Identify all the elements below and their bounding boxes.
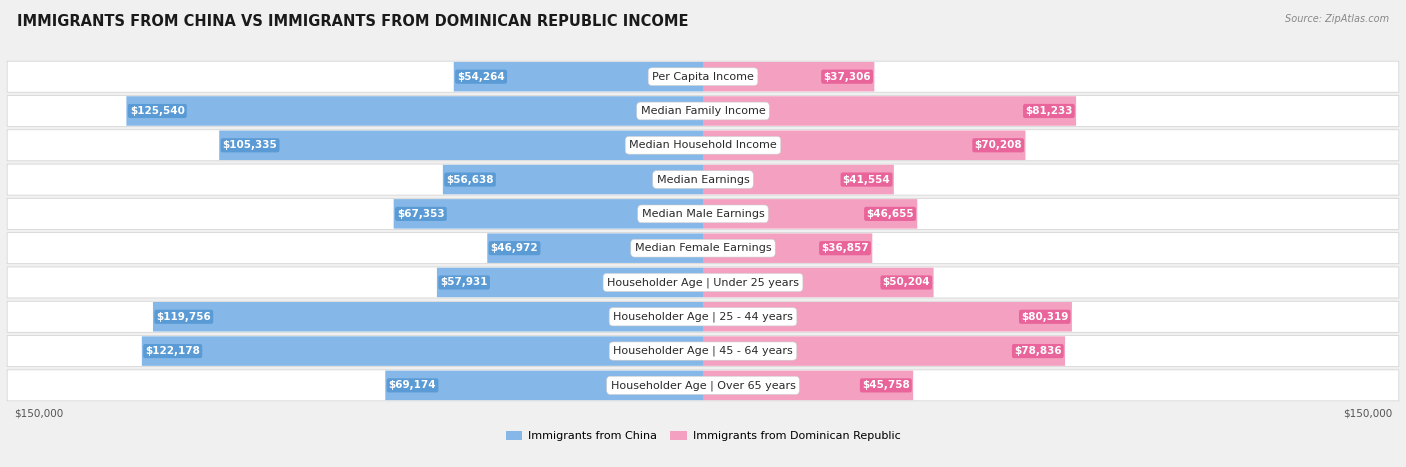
Text: Per Capita Income: Per Capita Income [652,71,754,82]
FancyBboxPatch shape [127,96,703,126]
FancyBboxPatch shape [443,165,703,194]
Text: Householder Age | 45 - 64 years: Householder Age | 45 - 64 years [613,346,793,356]
FancyBboxPatch shape [7,301,1399,332]
FancyBboxPatch shape [7,370,1399,401]
FancyBboxPatch shape [703,199,917,229]
Text: $45,758: $45,758 [862,380,910,390]
Text: $46,972: $46,972 [491,243,538,253]
FancyBboxPatch shape [437,268,703,297]
Text: $105,335: $105,335 [222,140,277,150]
Text: Householder Age | 25 - 44 years: Householder Age | 25 - 44 years [613,311,793,322]
FancyBboxPatch shape [703,268,934,297]
Legend: Immigrants from China, Immigrants from Dominican Republic: Immigrants from China, Immigrants from D… [502,426,904,446]
Text: $36,857: $36,857 [821,243,869,253]
Text: Median Female Earnings: Median Female Earnings [634,243,772,253]
FancyBboxPatch shape [7,164,1399,195]
Text: $119,756: $119,756 [156,312,211,322]
Text: Householder Age | Under 25 years: Householder Age | Under 25 years [607,277,799,288]
FancyBboxPatch shape [488,234,703,263]
FancyBboxPatch shape [703,96,1076,126]
Text: $78,836: $78,836 [1014,346,1062,356]
Text: IMMIGRANTS FROM CHINA VS IMMIGRANTS FROM DOMINICAN REPUBLIC INCOME: IMMIGRANTS FROM CHINA VS IMMIGRANTS FROM… [17,14,689,29]
Text: Median Earnings: Median Earnings [657,175,749,184]
FancyBboxPatch shape [394,199,703,229]
FancyBboxPatch shape [703,302,1071,332]
Text: $67,353: $67,353 [396,209,444,219]
FancyBboxPatch shape [7,95,1399,127]
FancyBboxPatch shape [7,61,1399,92]
Text: $81,233: $81,233 [1025,106,1073,116]
FancyBboxPatch shape [703,371,912,400]
Text: Source: ZipAtlas.com: Source: ZipAtlas.com [1285,14,1389,24]
Text: Median Family Income: Median Family Income [641,106,765,116]
Text: $41,554: $41,554 [842,175,890,184]
Text: $56,638: $56,638 [446,175,494,184]
FancyBboxPatch shape [385,371,703,400]
Text: $57,931: $57,931 [440,277,488,288]
FancyBboxPatch shape [454,62,703,92]
Text: $125,540: $125,540 [129,106,184,116]
FancyBboxPatch shape [703,130,1025,160]
FancyBboxPatch shape [219,130,703,160]
FancyBboxPatch shape [703,165,894,194]
Text: $69,174: $69,174 [388,380,436,390]
Text: $46,655: $46,655 [866,209,914,219]
Text: $70,208: $70,208 [974,140,1022,150]
Text: $122,178: $122,178 [145,346,200,356]
Text: $54,264: $54,264 [457,71,505,82]
Text: Householder Age | Over 65 years: Householder Age | Over 65 years [610,380,796,390]
Text: $150,000: $150,000 [1343,409,1392,419]
FancyBboxPatch shape [703,62,875,92]
Text: Median Household Income: Median Household Income [628,140,778,150]
FancyBboxPatch shape [7,233,1399,264]
FancyBboxPatch shape [142,336,703,366]
FancyBboxPatch shape [703,234,872,263]
Text: $37,306: $37,306 [824,71,870,82]
FancyBboxPatch shape [7,336,1399,367]
FancyBboxPatch shape [7,130,1399,161]
Text: Median Male Earnings: Median Male Earnings [641,209,765,219]
Text: $80,319: $80,319 [1021,312,1069,322]
Text: $150,000: $150,000 [14,409,63,419]
FancyBboxPatch shape [703,336,1066,366]
FancyBboxPatch shape [7,267,1399,298]
FancyBboxPatch shape [153,302,703,332]
Text: $50,204: $50,204 [883,277,931,288]
FancyBboxPatch shape [7,198,1399,229]
